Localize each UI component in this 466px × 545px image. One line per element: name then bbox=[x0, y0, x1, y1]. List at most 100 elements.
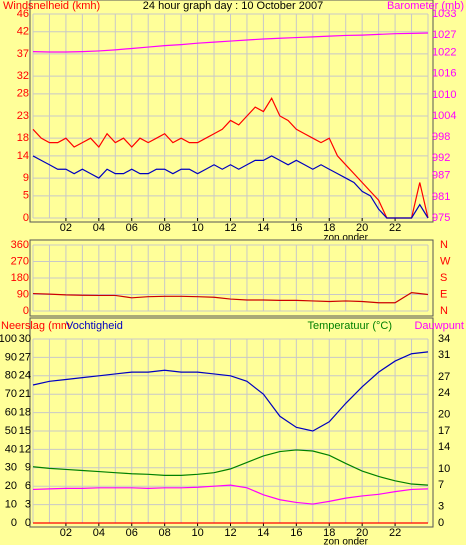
x-tick-label: 12 bbox=[224, 222, 236, 234]
x-tick-label: 02 bbox=[60, 527, 72, 539]
x-tick-label: 04 bbox=[93, 527, 105, 539]
y-tick-label: 0 bbox=[11, 517, 17, 529]
y-tick-label: 1027 bbox=[432, 29, 456, 41]
sunset-label: zon onder bbox=[323, 233, 368, 244]
y-tick-label: 34 bbox=[438, 333, 450, 345]
axis-title: Windsnelheid (kmh) bbox=[3, 0, 100, 12]
x-tick-label: 08 bbox=[159, 222, 171, 234]
y-tick-label: 18 bbox=[17, 132, 29, 144]
y-tick-label: N bbox=[440, 305, 448, 317]
x-tick-label: 14 bbox=[257, 222, 269, 234]
y-tick-label: 1022 bbox=[432, 47, 456, 59]
y-tick-label: 14 bbox=[438, 441, 450, 453]
x-tick-label: 08 bbox=[159, 527, 171, 539]
y-tick-label: 50 bbox=[5, 425, 17, 437]
x-tick-label: 02 bbox=[60, 222, 72, 234]
y-tick-label: 90 bbox=[5, 351, 17, 363]
y-tick-label: N bbox=[440, 239, 448, 251]
y-tick-label: 30 bbox=[19, 333, 31, 345]
y-tick-label: 27 bbox=[19, 351, 31, 363]
y-tick-label: 1033 bbox=[432, 8, 456, 20]
y-tick-label: S bbox=[440, 272, 447, 284]
y-tick-label: 30 bbox=[5, 462, 17, 474]
x-tick-label: 06 bbox=[126, 222, 138, 234]
y-tick-label: 992 bbox=[432, 152, 450, 164]
y-tick-label: 32 bbox=[17, 70, 29, 82]
x-tick-label: 18 bbox=[323, 527, 335, 539]
y-tick-label: 9 bbox=[23, 172, 29, 184]
y-tick-label: 9 bbox=[25, 462, 31, 474]
y-tick-label: 42 bbox=[17, 26, 29, 38]
y-tick-label: 70 bbox=[5, 388, 17, 400]
y-tick-label: 12 bbox=[19, 443, 31, 455]
y-tick-label: 998 bbox=[432, 131, 450, 143]
y-tick-label: 3 bbox=[25, 499, 31, 511]
x-tick-label: 06 bbox=[126, 527, 138, 539]
series-line bbox=[32, 32, 429, 53]
y-tick-label: 1004 bbox=[432, 110, 456, 122]
x-tick-label: 22 bbox=[389, 222, 401, 234]
panel-frame bbox=[29, 239, 434, 317]
axis-title: Neerslag (mm bbox=[1, 320, 70, 332]
y-tick-label: 1010 bbox=[432, 89, 456, 101]
x-tick-label: 10 bbox=[191, 222, 203, 234]
x-tick-label: 18 bbox=[323, 222, 335, 234]
x-tick-label: 20 bbox=[356, 222, 368, 234]
y-tick-label: 0 bbox=[23, 305, 29, 317]
x-tick-label: 20 bbox=[356, 527, 368, 539]
series-line bbox=[32, 351, 429, 432]
y-tick-label: 90 bbox=[17, 288, 29, 300]
series-line bbox=[32, 155, 429, 219]
y-tick-label: 987 bbox=[432, 170, 450, 182]
y-tick-label: 100 bbox=[0, 333, 17, 345]
y-tick-label: 31 bbox=[438, 349, 450, 361]
y-tick-label: 15 bbox=[19, 425, 31, 437]
y-tick-label: 5 bbox=[23, 190, 29, 202]
axis-title: Temperatuur (°C) bbox=[308, 320, 392, 332]
y-tick-label: 24 bbox=[438, 387, 450, 399]
x-tick-label: 22 bbox=[389, 527, 401, 539]
y-tick-label: 28 bbox=[17, 88, 29, 100]
y-tick-label: W bbox=[440, 255, 451, 267]
y-tick-label: 18 bbox=[19, 407, 31, 419]
y-tick-label: 360 bbox=[11, 239, 29, 251]
sunset-label: zon onder bbox=[323, 537, 368, 545]
y-tick-label: 7 bbox=[438, 479, 444, 491]
y-tick-label: 37 bbox=[17, 48, 29, 60]
x-tick-label: 12 bbox=[224, 527, 236, 539]
y-tick-label: 17 bbox=[438, 425, 450, 437]
x-tick-label: 16 bbox=[290, 222, 302, 234]
y-tick-label: 0 bbox=[25, 517, 31, 529]
axis-title: Vochtigheid bbox=[66, 320, 123, 332]
x-tick-label: 14 bbox=[257, 527, 269, 539]
y-tick-label: 981 bbox=[432, 191, 450, 203]
y-tick-label: 80 bbox=[5, 370, 17, 382]
axis-title: 24 hour graph day : 10 October 2007 bbox=[143, 0, 323, 12]
y-tick-label: 10 bbox=[5, 499, 17, 511]
series-line bbox=[32, 292, 429, 304]
series-line bbox=[32, 484, 429, 505]
y-tick-label: 6 bbox=[25, 480, 31, 492]
y-tick-label: 23 bbox=[17, 110, 29, 122]
y-tick-label: 20 bbox=[438, 409, 450, 421]
y-tick-label: 0 bbox=[23, 212, 29, 224]
y-tick-label: 3 bbox=[438, 501, 444, 513]
x-tick-label: 16 bbox=[290, 527, 302, 539]
y-tick-label: 20 bbox=[5, 480, 17, 492]
y-tick-label: E bbox=[440, 288, 447, 300]
y-tick-label: 21 bbox=[19, 388, 31, 400]
y-tick-label: 975 bbox=[432, 212, 450, 224]
y-tick-label: 1016 bbox=[432, 68, 456, 80]
y-tick-label: 180 bbox=[11, 272, 29, 284]
y-tick-label: 27 bbox=[438, 371, 450, 383]
y-tick-label: 270 bbox=[11, 255, 29, 267]
y-tick-label: 46 bbox=[17, 8, 29, 20]
panel-frame bbox=[29, 0, 434, 223]
axis-title: Barometer (mb) bbox=[387, 0, 464, 12]
x-tick-label: 10 bbox=[191, 527, 203, 539]
axis-title: Dauwpunt bbox=[414, 320, 464, 332]
series-line bbox=[32, 96, 429, 219]
x-tick-label: 04 bbox=[93, 222, 105, 234]
series-line bbox=[32, 449, 429, 486]
panel-frame bbox=[29, 317, 434, 528]
